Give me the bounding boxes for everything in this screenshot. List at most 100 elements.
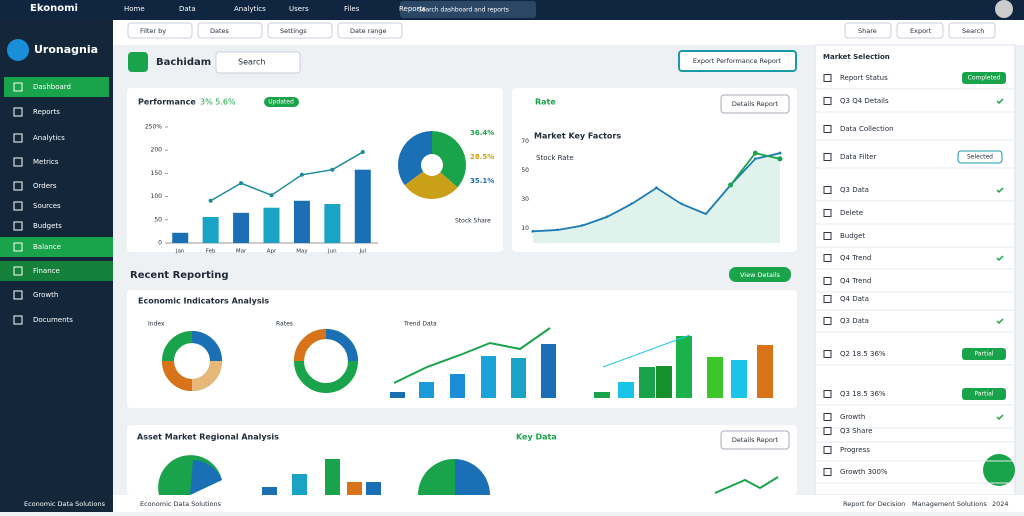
sidebar-item[interactable]: Documents: [33, 316, 73, 324]
nav-item[interactable]: Data: [179, 5, 196, 13]
row-icon[interactable]: [823, 125, 832, 133]
filter[interactable]: [197, 22, 263, 39]
filter-text: Settings: [280, 27, 307, 35]
sidebar-item[interactable]: Budgets: [33, 222, 62, 230]
row-icon[interactable]: [823, 446, 832, 454]
row-label: Q3 Q4 Details: [840, 97, 889, 105]
label: Trend Data: [403, 321, 437, 328]
header-search[interactable]: [215, 51, 301, 74]
action[interactable]: [844, 22, 892, 39]
sidebar-item[interactable]: Orders: [33, 182, 57, 190]
check: [996, 255, 1004, 262]
search-box[interactable]: [400, 1, 536, 18]
fab[interactable]: [983, 454, 1015, 486]
row-icon[interactable]: [823, 254, 832, 262]
header-title: Bachidam: [156, 57, 211, 68]
filter[interactable]: [267, 22, 333, 39]
row-tag[interactable]: [962, 388, 1006, 400]
search: Search dashboard and reports: [418, 7, 509, 14]
icon: [13, 107, 23, 117]
action[interactable]: [896, 22, 944, 39]
sidebar-item[interactable]: Growth: [33, 291, 58, 299]
row-icon[interactable]: [823, 317, 832, 325]
nav-item[interactable]: Analytics: [234, 5, 266, 13]
bar: [202, 217, 219, 243]
row-icon[interactable]: [823, 97, 832, 105]
x-tick-label: Jan: [175, 249, 185, 255]
nav-item[interactable]: Home: [124, 5, 145, 13]
row-label: Q4 Trend: [840, 277, 871, 285]
row-icon[interactable]: [823, 186, 832, 194]
bar: [354, 169, 371, 243]
row-icon[interactable]: [823, 468, 832, 476]
area: [533, 153, 780, 243]
button[interactable]: [729, 267, 791, 282]
card: [127, 88, 503, 252]
row-icon[interactable]: [823, 74, 832, 82]
row-icon[interactable]: [823, 427, 832, 435]
trend-subtitle: Rate: [535, 98, 556, 107]
card-title: Asset Market Regional Analysis: [137, 433, 279, 442]
x-tick-label: May: [296, 249, 308, 255]
badge: [264, 97, 299, 107]
icon: [13, 133, 23, 143]
sidebar-item[interactable]: Dashboard: [33, 83, 71, 91]
bar: [324, 204, 341, 243]
row-tag[interactable]: [962, 72, 1006, 84]
row-icon[interactable]: [823, 277, 832, 285]
button[interactable]: [720, 94, 790, 114]
footer-side: [0, 495, 113, 512]
icon: [13, 82, 23, 92]
avatar[interactable]: [995, 0, 1013, 18]
filter[interactable]: [127, 22, 193, 39]
row-label: Data Filter: [840, 153, 876, 161]
row-icon[interactable]: [823, 153, 832, 161]
row-label: Data Collection: [840, 125, 894, 133]
row-tag[interactable]: [957, 150, 1003, 164]
icon: [13, 290, 23, 300]
sidebar-item[interactable]: Balance: [33, 243, 61, 251]
sidebar-item[interactable]: Sources: [33, 202, 61, 210]
filter[interactable]: [337, 22, 403, 39]
row-icon[interactable]: [823, 209, 832, 217]
export-text: Export Performance Report: [693, 57, 782, 65]
sidebar-item[interactable]: Reports: [33, 108, 60, 116]
x-tick-label: Jun: [327, 249, 337, 255]
row-label: Progress: [840, 446, 870, 454]
active-item: [0, 261, 113, 281]
row-icon[interactable]: [823, 350, 832, 358]
sidebar-item[interactable]: Metrics: [33, 158, 59, 166]
y-tick-label: 10: [521, 225, 529, 232]
nav-item[interactable]: Files: [344, 5, 360, 13]
row-icon[interactable]: [823, 232, 832, 240]
row-label: Budget: [840, 232, 865, 240]
nav-item[interactable]: Reports: [399, 5, 426, 13]
y-tick-label: 50: [521, 167, 529, 174]
row-label: Q2 18.5 36%: [840, 350, 886, 358]
header-icon: [128, 52, 148, 72]
icon: [13, 242, 23, 252]
pie-label: 36.4%: [470, 129, 494, 137]
row-tag-text: Completed: [968, 75, 1001, 82]
y-tick-label: 0: [158, 240, 162, 247]
icon: [13, 266, 23, 276]
button[interactable]: [720, 430, 790, 450]
row-icon[interactable]: [823, 390, 832, 398]
button-text: View Details: [740, 271, 781, 279]
button-text: Details Report: [732, 100, 779, 108]
export-button[interactable]: [678, 50, 797, 72]
filter-text: Filter by: [140, 27, 166, 35]
row-tag[interactable]: [962, 348, 1006, 360]
x-tick-label: Feb: [206, 249, 216, 255]
row-icon[interactable]: [823, 413, 832, 421]
icon: [13, 201, 23, 211]
row-tag-text: Partial: [975, 391, 994, 398]
sidebar-title: Uronagnia: [34, 43, 98, 56]
nav-item[interactable]: Users: [289, 5, 309, 13]
sidebar-item[interactable]: Analytics: [33, 134, 65, 142]
action[interactable]: [948, 22, 996, 39]
row-icon[interactable]: [823, 295, 832, 303]
pie-legend: Stock Share: [455, 218, 491, 225]
row-label: Delete: [840, 209, 863, 217]
sidebar-item[interactable]: Finance: [33, 267, 60, 275]
